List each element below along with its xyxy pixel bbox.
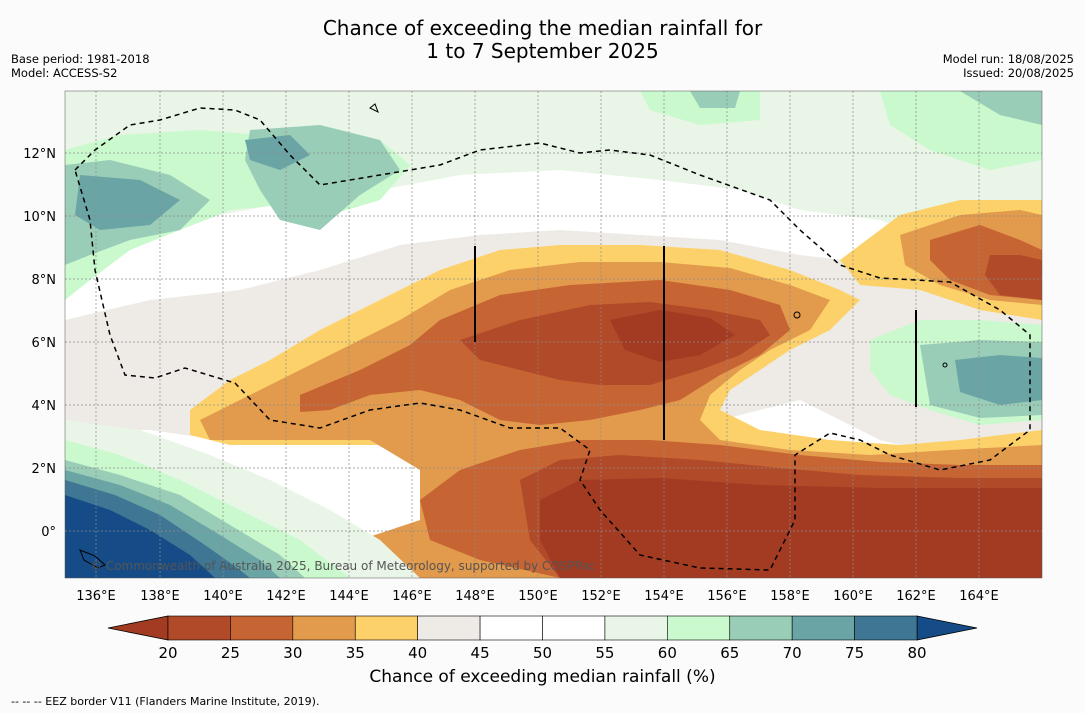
lon-label: 140°E <box>203 589 243 604</box>
lat-label: 0° <box>41 525 56 540</box>
colorbar-tick-label: 35 <box>346 644 365 662</box>
colorbar-tick-label: 70 <box>783 644 802 662</box>
issued-date: Issued: 20/08/2025 <box>963 66 1074 80</box>
colorbar-cell <box>479 615 543 641</box>
lon-label: 162°E <box>896 589 936 604</box>
eez-footnote: -- -- -- EEZ border V11 (Flanders Marine… <box>11 695 320 708</box>
model-name: Model: ACCESS-S2 <box>11 66 118 80</box>
lon-label: 150°E <box>518 589 558 604</box>
meta-right: Model run: 18/08/2025 Issued: 20/08/2025 <box>943 52 1074 80</box>
lon-label: 142°E <box>266 589 306 604</box>
meta-left: Base period: 1981-2018 Model: ACCESS-S2 <box>11 52 150 80</box>
lon-label: 158°E <box>770 589 810 604</box>
lon-label: 148°E <box>455 589 495 604</box>
lon-label: 154°E <box>644 589 684 604</box>
colorbar-tick-label: 80 <box>907 644 926 662</box>
colorbar-cells <box>167 615 918 641</box>
region-70-northeast <box>960 91 1042 125</box>
lon-label: 164°E <box>959 589 999 604</box>
base-period: Base period: 1981-2018 <box>11 52 150 66</box>
colorbar-cell <box>604 615 668 641</box>
colorbar: 20 25 30 35 40 45 50 55 60 65 70 75 80 <box>107 615 978 662</box>
model-run: Model run: 18/08/2025 <box>942 52 1074 66</box>
colorbar-tick-label: 25 <box>221 644 240 662</box>
lon-label: 146°E <box>392 589 432 604</box>
colorbar-tick-label: 30 <box>283 644 302 662</box>
colorbar-over-arrow <box>916 615 978 641</box>
colorbar-tick-label: 50 <box>533 644 552 662</box>
colorbar-cell <box>854 615 918 641</box>
colorbar-under-arrow <box>107 615 169 641</box>
colorbar-tick-label: 65 <box>720 644 739 662</box>
map-frame <box>64 90 1043 579</box>
meridian-markers <box>474 246 917 440</box>
lat-label: 2°N <box>32 462 57 477</box>
region-85-southwest <box>65 495 215 578</box>
lat-label: 12°N <box>23 147 56 162</box>
lon-label: 152°E <box>581 589 621 604</box>
lon-label: 160°E <box>833 589 873 604</box>
region-25-east <box>985 255 1042 300</box>
colorbar-tick-label: 60 <box>658 644 677 662</box>
region-75-east <box>955 355 1042 405</box>
copyright-notice: © Commonwealth of Australia 2025, Bureau… <box>90 559 595 573</box>
eez-borders <box>74 107 1031 571</box>
lat-label: 10°N <box>23 210 56 225</box>
region-70-topcenter <box>690 91 740 108</box>
colorbar-cell <box>230 615 294 641</box>
graticule <box>65 91 1042 578</box>
colorbar-cell <box>167 615 231 641</box>
colorbar-tick-label: 75 <box>845 644 864 662</box>
colorbar-cell <box>292 615 356 641</box>
colorbar-cell <box>791 615 855 641</box>
colorbar-label: Chance of exceeding median rainfall (%) <box>369 667 716 687</box>
colorbar-cell <box>354 615 418 641</box>
map-title-line2: 1 to 7 September 2025 <box>426 39 659 63</box>
colorbar-tick-label: 55 <box>595 644 614 662</box>
rainfall-field: © Commonwealth of Australia 2025, Bureau… <box>65 91 1042 578</box>
map-title-line1: Chance of exceeding the median rainfall … <box>322 16 763 40</box>
region-20-south <box>540 478 1042 578</box>
colorbar-tick-label: 40 <box>408 644 427 662</box>
lon-label: 138°E <box>140 589 180 604</box>
colorbar-tick-label: 20 <box>158 644 177 662</box>
colorbar-ticks: 20 25 30 35 40 45 50 55 60 65 70 75 80 <box>158 644 926 662</box>
colorbar-cell <box>542 615 606 641</box>
latitude-labels: 12°N 10°N 8°N 6°N 4°N 2°N 0° <box>23 147 56 540</box>
region-20-central <box>610 310 735 362</box>
lat-label: 8°N <box>32 273 57 288</box>
colorbar-cell <box>729 615 793 641</box>
lat-label: 4°N <box>32 399 57 414</box>
region-75-north-b <box>245 135 310 170</box>
lon-label: 136°E <box>76 589 116 604</box>
islands <box>79 103 948 569</box>
colorbar-cell <box>667 615 731 641</box>
colorbar-tick-label: 45 <box>471 644 490 662</box>
colorbar-cell <box>417 615 481 641</box>
longitude-labels: 136°E 138°E 140°E 142°E 144°E 146°E 148°… <box>76 589 999 604</box>
lon-label: 156°E <box>707 589 747 604</box>
lat-label: 6°N <box>32 336 57 351</box>
lon-label: 144°E <box>329 589 369 604</box>
